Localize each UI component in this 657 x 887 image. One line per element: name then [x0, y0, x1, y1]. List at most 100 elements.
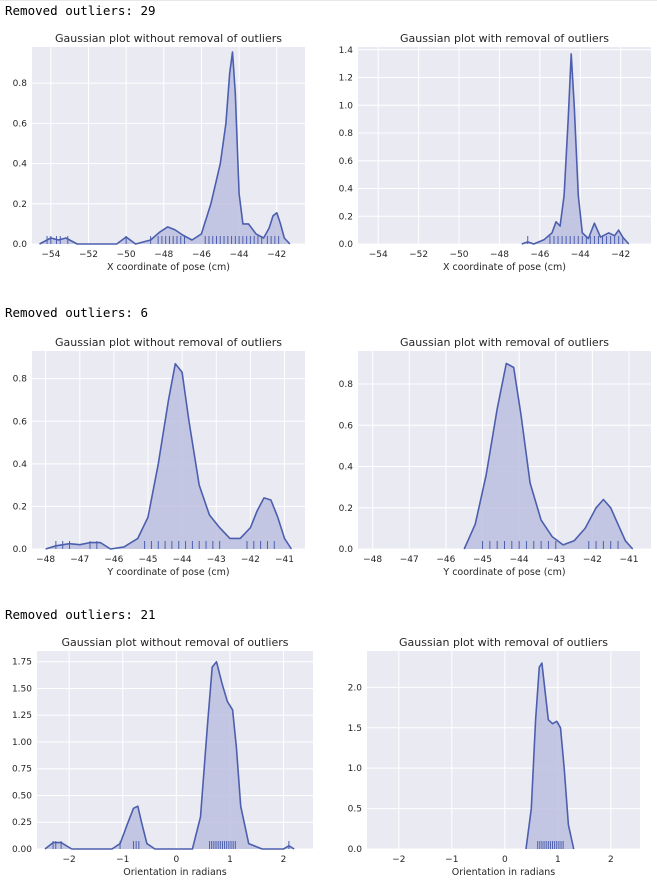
density-line [463, 362, 634, 550]
x-tick-label: −48 [36, 555, 55, 565]
density-line [44, 660, 295, 850]
x-tick-label: −1 [445, 855, 458, 865]
x-tick-label: −45 [139, 555, 158, 565]
x-tick-label: −41 [275, 555, 294, 565]
y-tick-label: 1.00 [12, 738, 32, 748]
x-tick-label: −50 [117, 250, 136, 260]
x-tick-label: −42 [611, 250, 630, 260]
y-tick-label: 0.2 [339, 212, 353, 222]
removed-outliers-output-x: Removed outliers: 29 [5, 3, 156, 18]
x-tick-label: −46 [436, 555, 455, 565]
chart-title: Gaussian plot without removal of outlier… [55, 32, 282, 45]
density-area [45, 363, 292, 549]
chart-x-without-removal: −54 −52 −50 −48 −46 −44 −42 0.0 0.2 0.4 0.6 0.8 Gaus… [13, 32, 305, 273]
chart-orientation-with-removal: −2 −1 0 1 2 0.0 0.5 1.0 1.5 2.0 Gaussian plot with… [348, 636, 640, 878]
y-tick-label: 0.4 [13, 460, 28, 470]
chart-title: Gaussian plot with removal of outliers [400, 32, 609, 45]
x-tick-label: 2 [281, 855, 287, 865]
y-tick-label: 1.50 [12, 684, 32, 694]
y-tick-label: 1.4 [339, 46, 354, 56]
y-tick-label: 1.25 [12, 711, 32, 721]
density-line [521, 53, 630, 245]
plot-area [32, 47, 305, 244]
x-axis-label: Y coordinate of pose (cm) [442, 567, 565, 578]
output-top-border [0, 0, 657, 1]
density-area [464, 363, 633, 549]
y-tick-label: 0.25 [12, 818, 32, 828]
y-tick-label: 0.00 [12, 845, 32, 855]
chart-y-without-removal: −48 −47 −46 −45 −44 −43 −42 −41 0.0 0.2 0.4 0.6 0.8 G… [13, 336, 305, 578]
chart-title: Gaussian plot with removal of outliers [400, 336, 609, 349]
y-tick-label: 1.75 [12, 658, 32, 668]
x-tick-label: −44 [510, 555, 529, 565]
y-tick-label: 1.5 [348, 724, 362, 734]
x-tick-label: −42 [241, 555, 260, 565]
plot-area [37, 651, 313, 849]
y-tick-label: 0.4 [339, 463, 354, 473]
x-tick-label: −48 [490, 250, 509, 260]
x-tick-label: −45 [473, 555, 492, 565]
y-tick-label: 0.0 [348, 845, 363, 855]
x-axis-label: X coordinate of pose (cm) [443, 262, 566, 273]
density-area [45, 661, 295, 849]
y-tick-label: 0.0 [13, 545, 28, 555]
y-tick-label: 0.0 [13, 240, 28, 250]
removed-outliers-output-y: Removed outliers: 6 [5, 305, 148, 320]
chart-title: Gaussian plot without removal of outlier… [55, 336, 282, 349]
x-tick-label: 1 [227, 855, 233, 865]
chart-x-with-removal: −54 −52 −50 −48 −46 −44 −42 0.0 0.2 0.4 0.6 0.8 1.0 1… [339, 32, 651, 273]
y-tick-label: 1.2 [339, 74, 353, 84]
y-tick-label: 2.0 [348, 683, 363, 693]
x-tick-label: −1 [116, 855, 129, 865]
density-line [45, 363, 293, 550]
y-tick-label: 0.6 [13, 119, 28, 129]
x-tick-label: −46 [192, 250, 211, 260]
x-tick-label: 2 [608, 855, 614, 865]
x-tick-label: −44 [173, 555, 192, 565]
plot-area [367, 651, 640, 849]
chart-orientation-without-removal: −2 −1 0 1 2 0.00 0.25 0.50 0.75 1.00 1.25 1.50 1.75 G… [12, 636, 313, 878]
x-tick-label: −54 [369, 250, 388, 260]
y-tick-label: 0.8 [339, 380, 354, 390]
chart-y-with-removal: −48 −47 −46 −45 −44 −43 −42 −41 0.0 0.2 0.4 0.6 0.8 G… [339, 336, 651, 578]
x-tick-label: −54 [41, 250, 60, 260]
x-tick-label: −47 [400, 555, 419, 565]
y-tick-label: 0.2 [13, 502, 27, 512]
density-area [521, 53, 629, 245]
y-tick-label: 0.4 [339, 185, 354, 195]
y-tick-label: 0.8 [13, 375, 28, 385]
x-tick-label: −2 [392, 855, 405, 865]
y-tick-label: 0.75 [12, 765, 32, 775]
removed-outliers-output-orientation: Removed outliers: 21 [5, 607, 156, 622]
x-tick-label: 0 [173, 855, 179, 865]
x-axis-label: X coordinate of pose (cm) [107, 262, 230, 273]
y-tick-label: 0.6 [339, 421, 354, 431]
y-tick-label: 1.0 [339, 101, 354, 111]
x-tick-label: −43 [207, 555, 226, 565]
y-tick-label: 0.6 [339, 157, 354, 167]
y-tick-label: 1.0 [348, 764, 363, 774]
x-tick-label: −41 [620, 555, 639, 565]
density-area [39, 52, 290, 244]
x-tick-label: −47 [70, 555, 89, 565]
x-tick-label: −46 [104, 555, 123, 565]
x-tick-label: 0 [502, 855, 508, 865]
x-tick-label: −50 [450, 250, 469, 260]
y-tick-label: 0.0 [339, 545, 354, 555]
x-tick-label: −42 [267, 250, 286, 260]
x-axis-label: Orientation in radians [452, 867, 556, 878]
plot-area [358, 47, 651, 244]
y-tick-label: 0.8 [13, 79, 28, 89]
x-tick-label: −48 [363, 555, 382, 565]
chart-title: Gaussian plot without removal of outlier… [62, 636, 289, 649]
y-tick-label: 0.0 [339, 240, 354, 250]
x-axis-label: Y coordinate of pose (cm) [106, 567, 229, 578]
y-tick-label: 0.2 [13, 200, 27, 210]
density-area [526, 663, 574, 849]
x-tick-label: −48 [154, 250, 173, 260]
x-tick-label: −2 [63, 855, 76, 865]
density-line [525, 662, 575, 850]
x-tick-label: −52 [79, 250, 98, 260]
x-tick-label: 1 [555, 855, 561, 865]
x-tick-label: −44 [230, 250, 249, 260]
